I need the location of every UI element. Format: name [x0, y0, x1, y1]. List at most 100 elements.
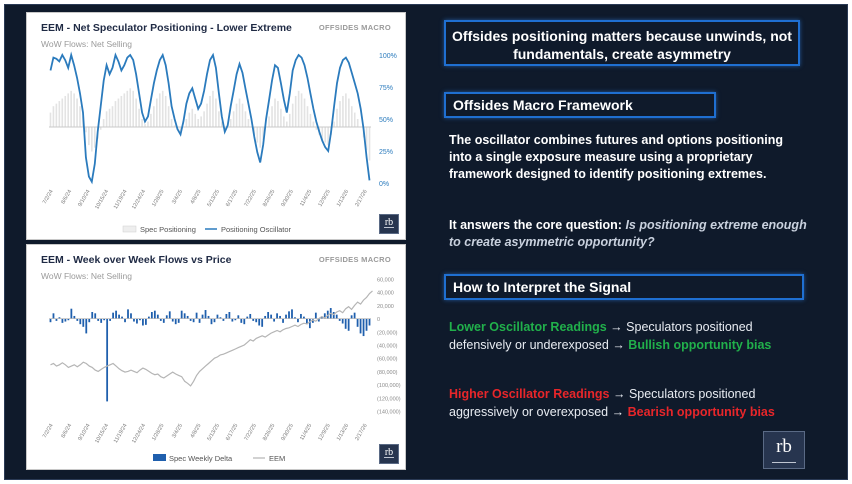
spec-bar: [212, 90, 214, 128]
spec-bar: [297, 90, 300, 128]
legend-label-oscillator: Positioning Oscillator: [221, 225, 292, 234]
spec-bar: [203, 111, 205, 128]
weekly-delta-bar: [127, 309, 129, 319]
weekly-delta-bar: [70, 308, 73, 319]
logo-mark: rb: [384, 217, 394, 228]
weekly-delta-bar: [350, 315, 353, 319]
weekly-delta-bar: [76, 318, 79, 321]
spec-bar: [156, 98, 158, 128]
lower-readings-text: Lower Oscillator Readings → Speculators …: [449, 318, 824, 354]
spec-bar: [348, 98, 350, 128]
spec-bar: [138, 108, 140, 128]
chart2-x-tick: 6/17/25: [225, 423, 239, 442]
chart1-x-tick: 7/22/25: [244, 189, 258, 208]
chart2-x-tick: 1/13/26: [336, 423, 350, 442]
chart2-brand: OFFSIDES MACRO: [318, 255, 391, 264]
weekly-delta-bar: [142, 318, 144, 326]
weekly-delta-bar: [91, 312, 94, 319]
weekly-delta-bar: [55, 318, 58, 321]
oscillator-line: [49, 51, 371, 185]
weekly-delta-bar: [100, 318, 103, 323]
chart1-x-tick: 2/17/26: [354, 189, 368, 208]
spec-bar: [147, 121, 149, 128]
weekly-delta-bar: [136, 318, 138, 324]
framework-paragraph: The oscillator combines futures and opti…: [449, 133, 784, 181]
chart2-y-tick: 60,000: [377, 278, 394, 284]
spec-bar: [99, 127, 102, 130]
spec-bar: [173, 125, 176, 128]
weekly-delta-bar: [359, 318, 362, 334]
weekly-delta-bar: [320, 316, 323, 319]
weekly-delta-bar: [180, 310, 183, 319]
weekly-delta-bar: [109, 318, 112, 321]
core-question-paragraph: It answers the core question: Is positio…: [449, 217, 809, 251]
spec-bar: [232, 111, 235, 128]
weekly-delta-bar: [156, 314, 159, 319]
spec-bar: [206, 103, 208, 128]
chart1-x-tick: 1/13/26: [336, 189, 350, 208]
logo-underline: [383, 227, 395, 228]
spec-bar: [285, 121, 288, 128]
weekly-delta-bar: [362, 318, 365, 337]
spec-bar: [158, 93, 161, 128]
slide-logo: rb: [763, 431, 805, 469]
chart1-subtitle: WoW Flows: Net Selling: [41, 39, 133, 49]
chart1-x-tick: 9/30/25: [280, 189, 294, 208]
weekly-delta-bar: [162, 318, 165, 323]
spec-bar: [303, 98, 306, 128]
spec-bar: [144, 124, 146, 128]
weekly-delta-bar: [204, 310, 207, 319]
weekly-delta-bar: [225, 313, 228, 319]
chart1-panel: EEM - Net Speculator Positioning - Lower…: [26, 12, 406, 240]
chart2-y-tick: 20,000: [377, 304, 394, 310]
weekly-delta-bar: [291, 309, 293, 319]
higher-readings-bias: Bearish opportunity bias: [627, 405, 775, 419]
spec-bar: [259, 127, 262, 148]
weekly-delta-bar: [201, 314, 204, 319]
logo-underline: [772, 462, 796, 463]
weekly-delta-bar: [192, 318, 195, 323]
weekly-delta-bar: [153, 310, 156, 319]
weekly-delta-bar: [88, 318, 91, 323]
weekly-delta-bar: [174, 318, 177, 325]
weekly-delta-bar: [317, 318, 320, 322]
spec-bar: [256, 127, 259, 143]
spec-bar: [73, 93, 75, 128]
spec-bar: [247, 119, 250, 128]
logo-underline: [383, 457, 395, 458]
weekly-delta-bar: [139, 318, 141, 321]
spec-bar: [126, 90, 129, 128]
weekly-delta-bar: [130, 313, 132, 319]
chart1-plot: 100% 75% 50% 25% 0% 7/2/24 8/6/24 9/10/24 10/15/…: [42, 51, 397, 234]
weekly-delta-bar: [171, 318, 174, 322]
weekly-delta-bar: [365, 318, 368, 331]
chart2-y-tick: (120,000): [377, 396, 401, 402]
spec-bar: [350, 106, 353, 128]
weekly-delta-bar: [308, 318, 311, 329]
weekly-delta-bar: [249, 313, 252, 319]
spec-bar: [365, 127, 368, 151]
weekly-delta-bar: [73, 315, 76, 319]
chart1-x-tick: 5/13/25: [207, 189, 221, 208]
chart1-x-tick: 8/6/24: [60, 189, 73, 205]
chart2-y-tick: (20,000): [377, 330, 398, 336]
spec-bar: [215, 98, 217, 128]
spec-bar: [102, 119, 105, 128]
spec-bar: [345, 93, 347, 128]
spec-bar: [368, 127, 371, 161]
weekly-delta-bar: [118, 314, 120, 319]
chart2-y-tick: 0: [377, 317, 380, 323]
chart1-y-tick: 25%: [379, 149, 393, 156]
weekly-delta-bar: [147, 316, 150, 319]
spec-bar: [52, 106, 55, 128]
arrow-icon: →: [611, 405, 625, 419]
spec-bar: [129, 88, 132, 128]
spec-bar: [291, 103, 294, 128]
weekly-delta-bar: [258, 318, 261, 326]
weekly-delta-bar: [183, 313, 186, 319]
interpret-heading: How to Interpret the Signal: [444, 274, 804, 300]
weekly-delta-bar: [297, 318, 299, 323]
spec-bar: [339, 101, 341, 128]
spec-bar: [221, 121, 223, 128]
chart2-x-tick: 8/26/25: [262, 423, 276, 442]
